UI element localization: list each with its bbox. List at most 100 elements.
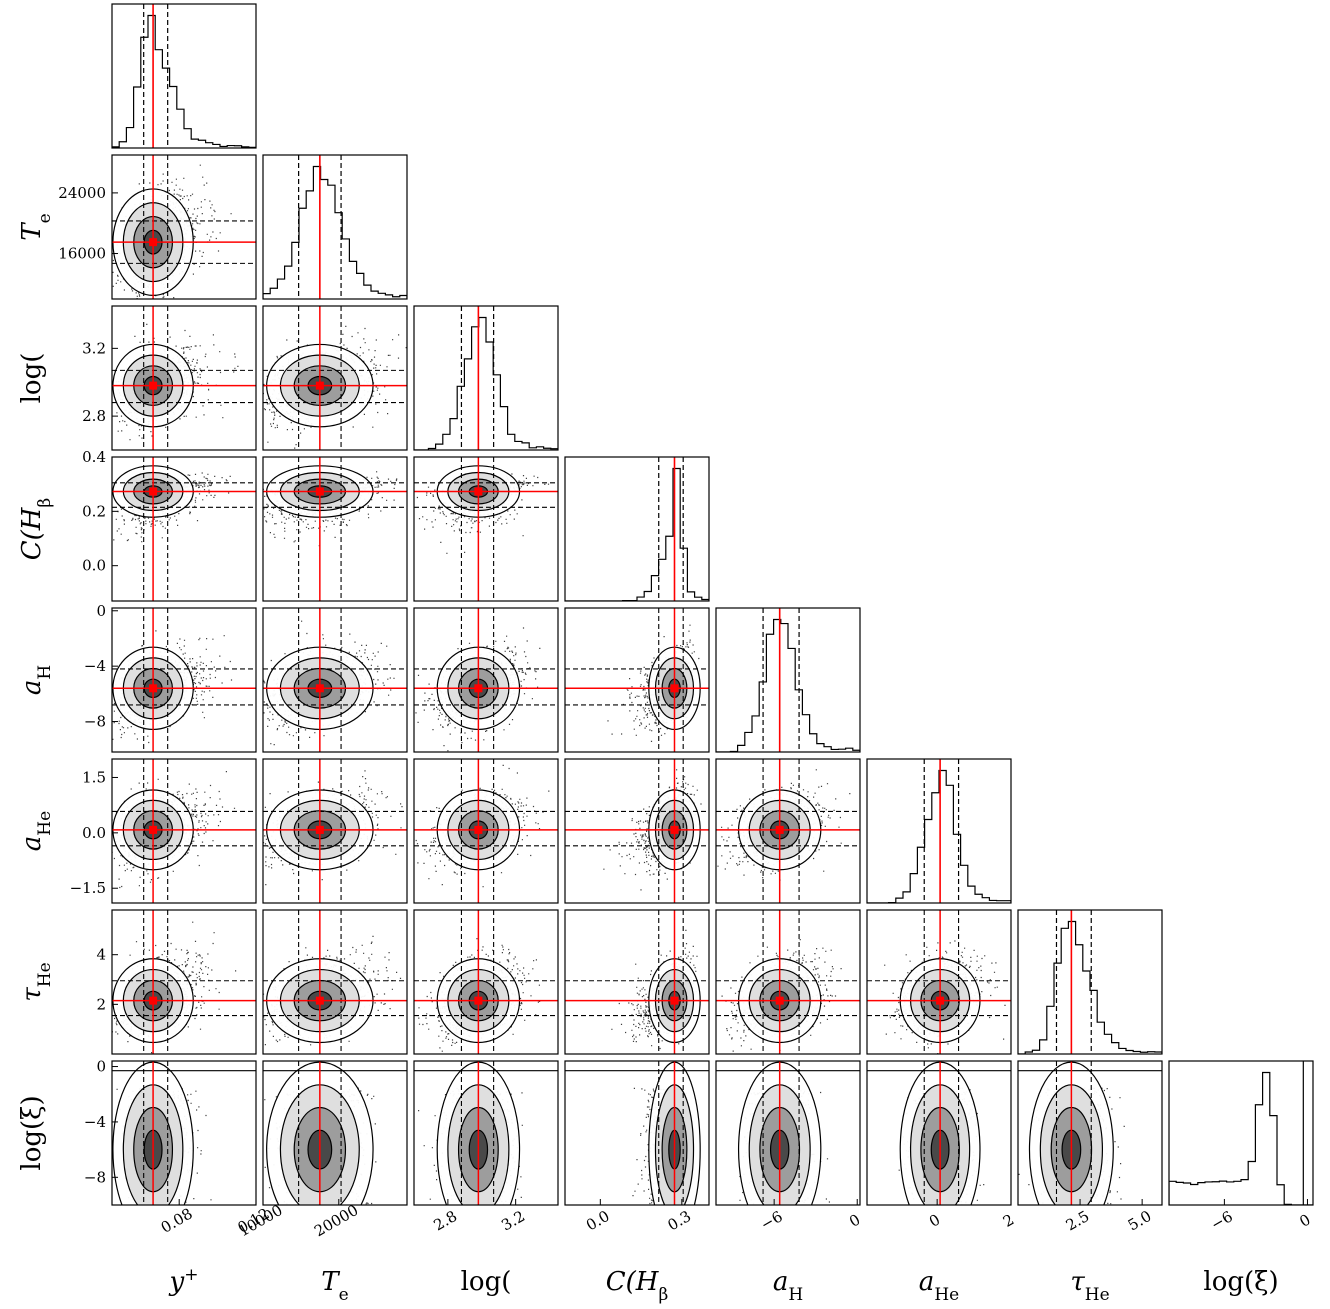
panel-frame-7-6 [1017, 1060, 1163, 1206]
scatter-panel-6-3 [565, 910, 709, 1054]
histogram-step-7 [1169, 1071, 1313, 1205]
truth-marker-5-3 [670, 825, 679, 834]
histogram-step-5 [867, 769, 1011, 903]
x-axis-label-2: log( [461, 1267, 512, 1297]
truth-marker-4-2 [474, 684, 483, 693]
scatter-panel-7-2 [414, 1061, 558, 1205]
panel-frame-3-1 [262, 456, 408, 602]
y-tick-label-5-0: −1.5 [70, 879, 106, 897]
x-tick-label-3-1: 0.3 [664, 1207, 694, 1235]
y-tick-label-1-1: 24000 [58, 184, 106, 202]
y-axis-label-6: τHe [17, 962, 55, 1001]
panel-frame-7-1 [262, 1060, 408, 1206]
scatter-panel-5-2 [414, 759, 558, 903]
y-axis-label-1: Te [17, 213, 55, 240]
panel-frame-7-0 [111, 1060, 257, 1206]
scatter-panel-3-0 [112, 457, 256, 601]
scatter-panel-6-1 [263, 910, 407, 1054]
y-tick-label-2-1: 3.2 [82, 339, 106, 357]
x-tick-label-4-0: −6 [758, 1207, 786, 1234]
scatter-panel-3-2 [414, 457, 558, 601]
scatter-panel-4-1 [263, 608, 407, 752]
histogram-panel-7 [1169, 1061, 1313, 1205]
y-axis-label-2: log( [17, 353, 47, 404]
panel-frame-6-0 [111, 909, 257, 1055]
panel-frame-1-0 [111, 154, 257, 300]
panel-frame-4-2 [413, 607, 559, 753]
truth-marker-6-5 [936, 996, 945, 1005]
panel-frame-4-0 [111, 607, 257, 753]
scatter-panel-4-3 [565, 608, 709, 752]
scatter-panel-2-0 [112, 306, 256, 450]
scatter-panel-7-5 [867, 1061, 1011, 1205]
x-axis-label-4: aH [773, 1267, 803, 1305]
panel-frame-6-2 [413, 909, 559, 1055]
panel-frame-3-0 [111, 456, 257, 602]
scatter-panel-2-1 [263, 306, 407, 450]
truth-marker-5-2 [474, 825, 483, 834]
truth-marker-6-2 [474, 996, 483, 1005]
panel-frame-1-1 [262, 154, 408, 300]
x-tick-label-3-0: 0.0 [583, 1207, 613, 1235]
panel-frame-7-4 [715, 1060, 861, 1206]
panel-frame-6-6 [1017, 909, 1163, 1055]
scatter-panel-7-3 [565, 1061, 709, 1205]
scatter-panel-4-2 [414, 608, 558, 752]
panel-frame-0-0 [111, 3, 257, 149]
x-axis-label-7: log(ξ) [1203, 1267, 1278, 1297]
y-tick-label-3-2: 0.4 [82, 448, 106, 466]
panel-frame-7-2 [413, 1060, 559, 1206]
histogram-panel-6 [1018, 910, 1162, 1054]
panel-frame-6-5 [866, 909, 1012, 1055]
y-tick-label-4-0: −8 [84, 713, 106, 731]
panel-frame-6-3 [564, 909, 710, 1055]
truth-marker-6-1 [315, 996, 324, 1005]
histogram-step-0 [112, 14, 256, 148]
panel-frame-4-1 [262, 607, 408, 753]
truth-marker-3-0 [149, 487, 158, 496]
x-tick-label-1-1: 20000 [311, 1201, 361, 1240]
truth-marker-5-1 [315, 825, 324, 834]
y-tick-label-3-1: 0.2 [82, 502, 106, 520]
scatter-panel-6-5 [867, 910, 1011, 1054]
panel-frame-5-3 [564, 758, 710, 904]
scatter-panel-7-4 [716, 1061, 860, 1205]
truth-marker-3-1 [315, 487, 324, 496]
panel-frame-3-3 [564, 456, 710, 602]
scatter-panel-6-0 [112, 910, 256, 1054]
scatter-panel-1-0 [112, 155, 256, 299]
panel-frame-5-4 [715, 758, 861, 904]
panel-frame-2-1 [262, 305, 408, 451]
truth-marker-3-2 [474, 487, 483, 496]
y-tick-label-5-1: 0.0 [82, 824, 106, 842]
scatter-panel-7-0 [112, 1061, 256, 1205]
histogram-step-1 [263, 165, 407, 299]
panel-frame-5-2 [413, 758, 559, 904]
x-tick-label-5-0: 0 [926, 1210, 943, 1230]
truth-marker-4-1 [315, 684, 324, 693]
x-axis-label-3: C(Hβ [606, 1267, 669, 1305]
x-tick-label-6-1: 5.0 [1125, 1207, 1155, 1235]
panel-frame-2-2 [413, 305, 559, 451]
scatter-panel-5-4 [716, 759, 860, 903]
truth-marker-4-0 [149, 684, 158, 693]
y-tick-label-4-1: −4 [84, 657, 106, 675]
panel-frame-2-0 [111, 305, 257, 451]
y-tick-label-7-0: −8 [84, 1168, 106, 1186]
y-tick-label-7-2: 0 [96, 1058, 106, 1076]
scatter-panel-5-0 [112, 759, 256, 903]
panel-frame-7-5 [866, 1060, 1012, 1206]
y-tick-label-6-0: 2 [96, 995, 106, 1013]
x-tick-label-7-0: −6 [1208, 1207, 1236, 1234]
x-tick-label-7-1: 0 [1296, 1210, 1313, 1230]
y-axis-label-7: log(ξ) [17, 1095, 47, 1170]
x-tick-label-0-0: 0.08 [158, 1205, 196, 1237]
x-axis-label-5: aHe [919, 1267, 959, 1305]
truth-marker-1-0 [149, 238, 158, 247]
y-tick-label-3-0: 0.0 [82, 557, 106, 575]
x-tick-label-6-0: 2.5 [1063, 1207, 1093, 1235]
y-tick-label-4-2: 0 [96, 602, 106, 620]
panel-frame-4-4 [715, 607, 861, 753]
histogram-panel-0 [112, 4, 256, 148]
